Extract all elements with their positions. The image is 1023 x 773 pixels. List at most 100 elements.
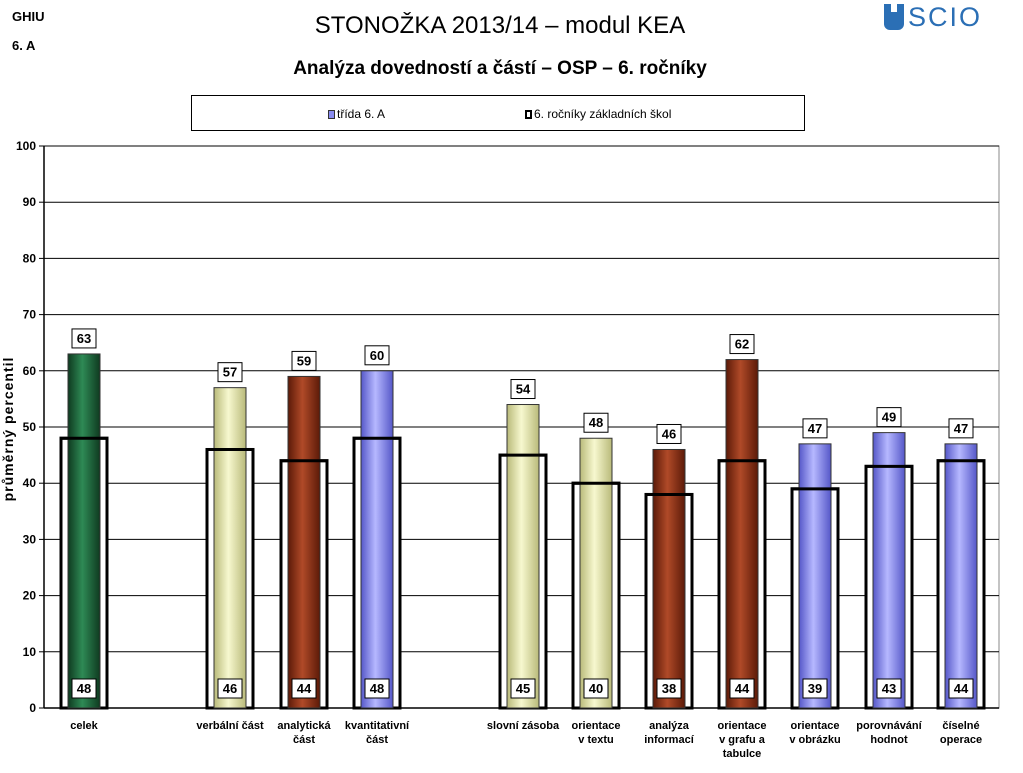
class-value-label-10: 47 — [954, 421, 968, 436]
school-code: GHIU — [12, 9, 45, 24]
class-value-label-9: 49 — [882, 410, 896, 425]
category-label-4-0: slovní zásoba — [487, 720, 560, 732]
category-label-1-0: verbální část — [196, 720, 264, 732]
category-label-6-0: analýza — [649, 720, 690, 732]
class-bar-9 — [872, 432, 906, 709]
legend-item-national: 6. ročníky základních škol — [525, 107, 671, 121]
national-value-label-1: 46 — [223, 681, 237, 696]
class-value-label-5: 48 — [589, 415, 603, 430]
national-value-box-7 — [729, 678, 755, 699]
class-bar-10 — [944, 443, 978, 709]
national-value-box-10 — [948, 678, 974, 699]
class-value-box-2 — [291, 350, 317, 371]
national-value-label-6: 38 — [662, 681, 676, 696]
class-bar-6 — [652, 448, 686, 709]
national-value-label-10: 44 — [954, 681, 969, 696]
chart-subtitle: Analýza dovedností a částí – OSP – 6. ro… — [293, 58, 707, 79]
class-value-box-10 — [948, 418, 974, 439]
national-value-box-0 — [71, 678, 97, 699]
class-value-label-4: 54 — [516, 382, 531, 397]
legend-item-class: třída 6. A — [328, 107, 385, 121]
y-tick-label-100: 100 — [16, 139, 36, 153]
y-tick-label-80: 80 — [23, 251, 37, 265]
class-bar-1 — [213, 387, 247, 709]
national-value-label-7: 44 — [735, 681, 750, 696]
class-value-box-9 — [876, 407, 902, 428]
class-bar-8 — [798, 443, 832, 709]
y-tick-label-50: 50 — [23, 420, 37, 434]
national-value-label-2: 44 — [297, 681, 312, 696]
national-value-box-6 — [656, 678, 682, 699]
class-value-box-6 — [656, 423, 682, 444]
category-label-3-1: část — [366, 734, 388, 746]
category-label-2-0: analytická — [277, 720, 331, 732]
scio-logo-icon — [884, 3, 904, 30]
y-tick-label-70: 70 — [23, 308, 37, 322]
national-value-label-4: 45 — [516, 681, 530, 696]
class-value-box-1 — [217, 362, 243, 383]
class-value-label-0: 63 — [77, 331, 91, 346]
class-value-box-8 — [802, 418, 828, 439]
class-value-box-3 — [364, 345, 390, 366]
class-bar-0 — [67, 353, 101, 709]
category-label-3-0: kvantitativní — [345, 720, 410, 732]
class-bar-7 — [725, 359, 759, 709]
class-value-box-4 — [510, 379, 536, 400]
national-value-box-4 — [510, 678, 536, 699]
y-axis-label: průměrný percentil — [0, 357, 16, 502]
class-code: 6. A — [12, 38, 36, 53]
chart-legend: třída 6. A 6. ročníky základních škol — [191, 95, 805, 131]
y-tick-label-30: 30 — [23, 532, 37, 546]
scio-logo-text: SCIO — [908, 2, 983, 32]
y-tick-label-0: 0 — [29, 701, 36, 715]
class-value-label-2: 59 — [297, 353, 311, 368]
y-tick-label-60: 60 — [23, 364, 37, 378]
scio-logo: SCIO — [884, 0, 982, 33]
legend-swatch-national — [525, 109, 532, 119]
legend-swatch-class — [328, 109, 335, 119]
class-bar-4 — [506, 404, 540, 709]
category-label-0-0: celek — [70, 720, 98, 732]
y-tick-label-40: 40 — [23, 476, 37, 490]
category-label-7-0: orientace — [718, 720, 767, 732]
class-value-label-8: 47 — [808, 421, 822, 436]
class-bar-2 — [287, 375, 321, 709]
category-label-9-0: porovnávání — [856, 720, 922, 732]
national-value-label-5: 40 — [589, 681, 603, 696]
national-value-box-3 — [364, 678, 390, 699]
category-label-7-2: tabulce — [723, 748, 762, 760]
national-value-label-3: 48 — [370, 681, 384, 696]
category-label-10-1: operace — [940, 734, 982, 746]
category-label-8-0: orientace — [791, 720, 840, 732]
national-value-box-8 — [802, 678, 828, 699]
category-label-10-0: číselné — [942, 720, 979, 732]
legend-label-national: 6. ročníky základních škol — [534, 107, 672, 121]
class-value-label-3: 60 — [370, 348, 384, 363]
class-value-box-5 — [583, 412, 609, 433]
category-label-2-1: část — [293, 734, 315, 746]
legend-label-class: třída 6. A — [337, 107, 386, 121]
class-bar-5 — [579, 437, 613, 709]
national-value-box-5 — [583, 678, 609, 699]
category-label-6-1: informací — [644, 734, 694, 746]
class-bar-3 — [360, 370, 394, 709]
national-value-box-9 — [876, 678, 902, 699]
class-value-label-1: 57 — [223, 365, 237, 380]
national-value-label-8: 39 — [808, 681, 822, 696]
national-value-label-9: 43 — [882, 681, 896, 696]
category-label-7-1: v grafu a — [719, 734, 766, 746]
class-value-label-6: 46 — [662, 426, 676, 441]
category-label-9-1: hodnot — [870, 734, 908, 746]
national-value-box-2 — [291, 678, 317, 699]
y-tick-label-90: 90 — [23, 195, 37, 209]
class-value-label-7: 62 — [735, 337, 749, 352]
class-value-box-7 — [729, 334, 755, 355]
chart-title: STONOŽKA 2013/14 – modul KEA — [314, 12, 686, 39]
y-tick-label-20: 20 — [23, 589, 37, 603]
category-label-5-0: orientace — [572, 720, 621, 732]
national-value-box-1 — [217, 678, 243, 699]
national-value-label-0: 48 — [77, 681, 91, 696]
y-tick-label-10: 10 — [23, 645, 37, 659]
category-label-5-1: v textu — [578, 734, 613, 746]
